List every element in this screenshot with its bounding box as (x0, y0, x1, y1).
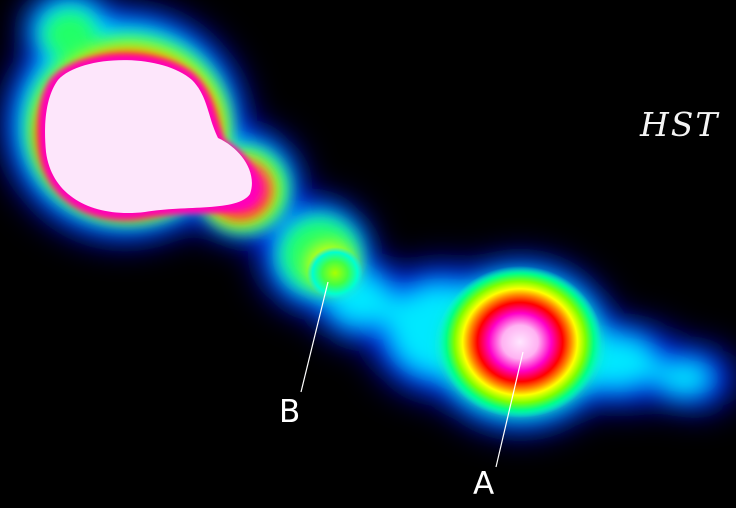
saturated-core (45, 60, 252, 214)
knot-a-label: A (473, 466, 495, 502)
knot-b-pointer (300, 281, 329, 393)
knot-b-glow (307, 247, 363, 299)
knot-a-pointer (495, 351, 524, 468)
knot-b-label: B (279, 394, 301, 430)
instrument-label: HST (640, 105, 720, 144)
knot-a-glow (438, 266, 602, 418)
